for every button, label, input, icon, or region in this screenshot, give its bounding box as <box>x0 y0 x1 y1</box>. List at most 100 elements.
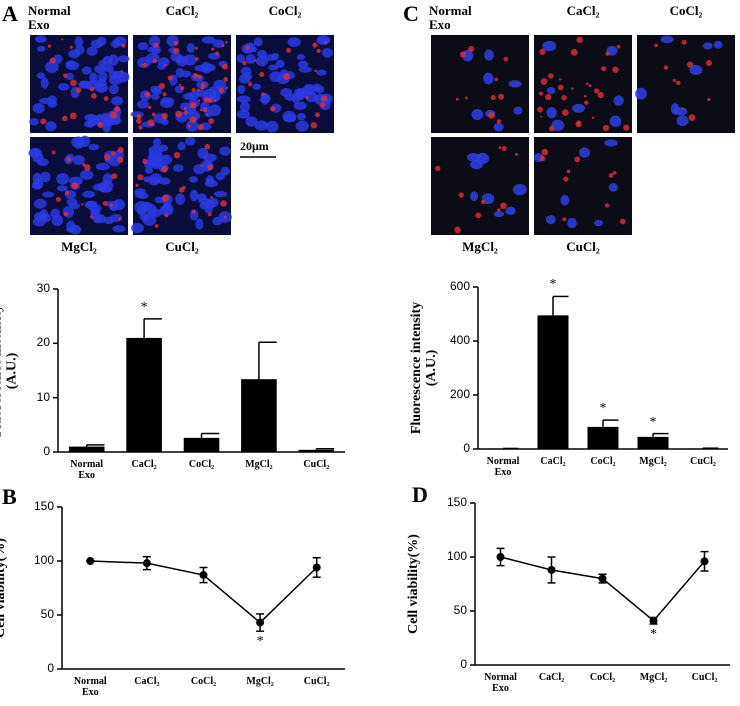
image-label: CoCl₂ <box>268 3 302 18</box>
nucleus <box>33 198 47 209</box>
nucleus <box>184 136 196 146</box>
signal <box>548 125 555 132</box>
nucleus <box>204 63 216 72</box>
nucleus <box>293 101 307 110</box>
nucleus <box>36 45 46 52</box>
nucleus <box>112 225 126 233</box>
significance-marker: * <box>140 299 148 315</box>
signal <box>688 114 696 122</box>
signal <box>40 118 47 125</box>
y-tick-label: 100 <box>446 549 467 563</box>
x-tick-label: CuCl₂ <box>303 676 330 687</box>
signal <box>120 70 123 73</box>
signal <box>81 203 84 206</box>
x-tick-label: CaCl₂ <box>131 459 157 470</box>
y-tick-label: 50 <box>40 607 54 621</box>
image-label: Normal Exo <box>429 3 472 32</box>
signal <box>497 208 501 212</box>
signal <box>537 106 543 113</box>
signal <box>187 124 191 128</box>
nucleus <box>51 214 64 227</box>
nucleus <box>57 185 68 192</box>
panel-label: A <box>2 1 18 26</box>
image-label: CuCl₂ <box>165 239 199 254</box>
nucleus <box>158 144 169 152</box>
nucleus <box>143 176 152 183</box>
nucleus <box>150 93 160 100</box>
signal <box>498 146 502 150</box>
nucleus <box>702 42 713 50</box>
signal <box>189 116 197 124</box>
x-tick-label: CoCl₂ <box>188 459 215 470</box>
signal <box>663 65 669 70</box>
x-tick-label: CaCl₂ <box>540 456 566 467</box>
nucleus <box>112 199 126 211</box>
nucleus <box>689 64 703 76</box>
signal <box>142 158 148 164</box>
signal <box>142 62 147 67</box>
image-label: Normal Exo <box>28 3 71 32</box>
signal <box>136 114 142 120</box>
signal <box>574 156 581 163</box>
nucleus <box>114 36 127 47</box>
signal <box>103 96 109 101</box>
signal <box>151 112 156 117</box>
signal <box>75 87 82 93</box>
nucleus <box>62 205 75 218</box>
signal <box>455 97 459 101</box>
error-bar <box>143 318 162 338</box>
nucleus <box>189 189 199 202</box>
signal <box>195 46 198 50</box>
signal <box>496 119 502 124</box>
signal <box>583 94 587 98</box>
signal <box>601 66 607 72</box>
signal <box>195 57 199 61</box>
y-axis-label: Cell viability(%) <box>0 538 8 638</box>
y-axis-label: Fluorescence intensity (A.U.) <box>0 304 19 437</box>
signal <box>110 111 118 119</box>
signal <box>314 69 317 73</box>
signal <box>605 51 610 56</box>
signal <box>204 143 211 150</box>
signal <box>114 106 121 112</box>
image-label: MgCl₂ <box>61 239 97 254</box>
nucleus <box>200 101 210 113</box>
nucleus <box>280 87 293 97</box>
point <box>700 557 709 566</box>
signal <box>202 107 208 112</box>
signal <box>571 87 574 90</box>
nucleus <box>508 80 522 88</box>
nucleus <box>157 62 167 70</box>
signal <box>619 218 626 225</box>
x-tick-label: CoCl₂ <box>190 676 217 687</box>
signal <box>261 92 265 97</box>
signal <box>576 36 583 44</box>
signal <box>220 200 227 207</box>
signal <box>575 121 582 128</box>
signal <box>51 150 56 155</box>
signal <box>454 226 461 234</box>
nucleus <box>213 190 228 198</box>
nucleus <box>78 80 91 89</box>
signal <box>173 40 179 46</box>
nucleus <box>316 69 327 76</box>
signal <box>501 146 507 151</box>
bar <box>587 426 619 449</box>
signal <box>254 59 257 62</box>
y-tick-label: 600 <box>449 279 470 293</box>
signal <box>199 109 202 112</box>
nucleus <box>493 210 505 218</box>
bar <box>637 436 669 449</box>
nucleus <box>88 143 100 151</box>
signal <box>538 91 543 96</box>
signal <box>90 215 93 219</box>
signal <box>539 48 546 55</box>
x-tick-label: Normal Exo <box>73 676 107 698</box>
nucleus <box>151 160 162 170</box>
signal <box>500 202 507 210</box>
nucleus <box>609 115 622 127</box>
signal <box>89 86 95 92</box>
nucleus <box>269 71 283 83</box>
y-tick-label: 0 <box>460 657 467 671</box>
nucleus <box>53 54 63 64</box>
